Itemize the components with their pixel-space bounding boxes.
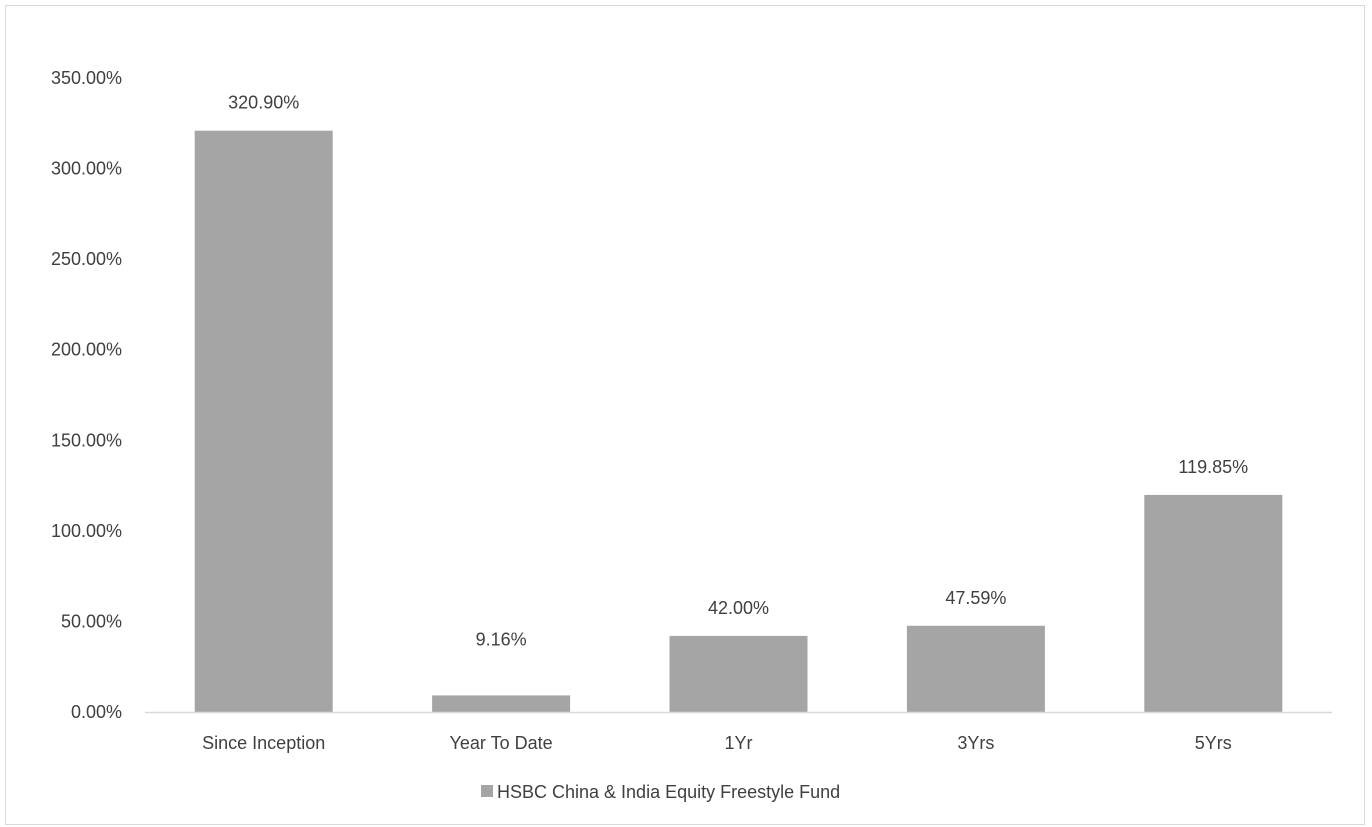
- bar: [194, 130, 333, 712]
- bar: [432, 695, 571, 712]
- y-tick-label: 350.00%: [51, 68, 122, 88]
- x-tick-label: 1Yr: [724, 733, 752, 753]
- bar: [669, 635, 808, 712]
- x-axis-tick-labels: Since Inception Year To Date 1Yr 3Yrs 5Yrs: [202, 733, 1232, 753]
- y-tick-label: 200.00%: [51, 340, 122, 360]
- x-tick-label: Year To Date: [450, 733, 553, 753]
- bars: [194, 130, 1283, 712]
- bar-data-label: 9.16%: [476, 629, 527, 649]
- y-axis-tick-labels: 0.00% 50.00% 100.00% 150.00% 200.00% 250.00% 3…: [51, 68, 122, 722]
- bar-data-label: 42.00%: [708, 598, 769, 618]
- y-tick-label: 0.00%: [71, 702, 122, 722]
- y-tick-label: 50.00%: [61, 611, 122, 631]
- bar-data-label: 320.90%: [228, 93, 299, 113]
- legend-swatch: [481, 785, 493, 797]
- x-tick-label: Since Inception: [202, 733, 325, 753]
- x-tick-label: 3Yrs: [957, 733, 994, 753]
- y-tick-label: 250.00%: [51, 249, 122, 269]
- data-labels: 320.90% 9.16% 42.00% 47.59% 119.85%: [228, 93, 1248, 650]
- bar-data-label: 119.85%: [1178, 457, 1248, 477]
- bar-data-label: 47.59%: [945, 588, 1006, 608]
- bar: [1144, 494, 1283, 712]
- y-tick-label: 150.00%: [51, 430, 122, 450]
- bar: [906, 625, 1045, 712]
- legend-label: HSBC China & India Equity Freestyle Fund: [497, 782, 840, 802]
- y-tick-label: 100.00%: [51, 521, 122, 541]
- legend: HSBC China & India Equity Freestyle Fund: [481, 782, 840, 802]
- x-tick-label: 5Yrs: [1195, 733, 1232, 753]
- y-tick-label: 300.00%: [51, 159, 122, 179]
